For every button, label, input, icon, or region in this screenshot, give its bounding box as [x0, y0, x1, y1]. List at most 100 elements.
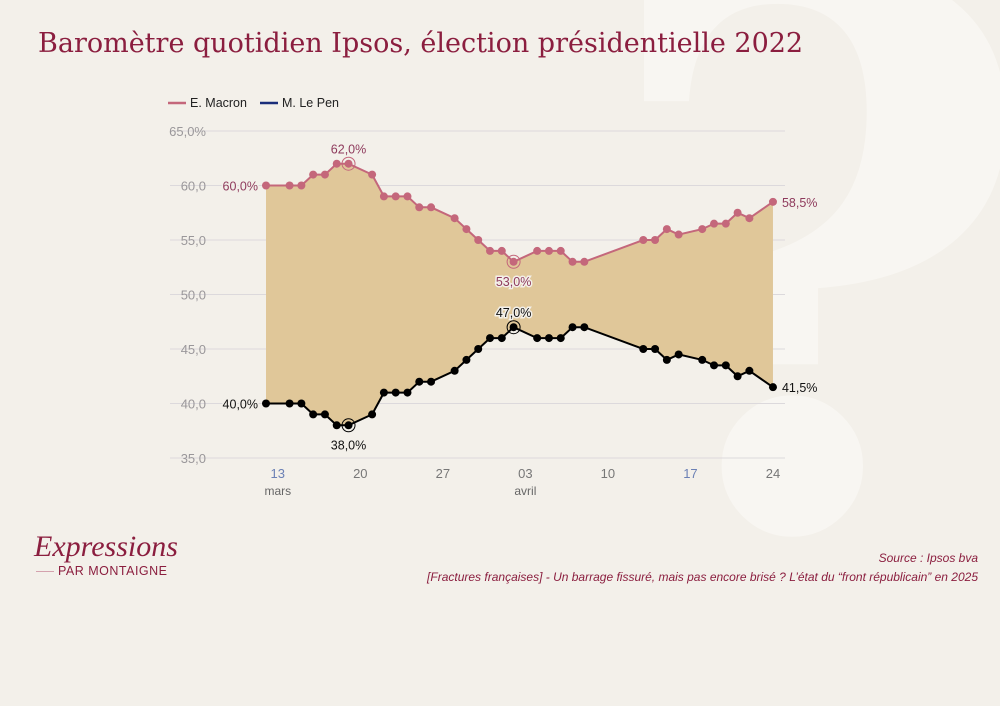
axes: 65,0% 60,0 55,0 50,0 45,0 40,0 35,0 13 mars 20 27 0… — [169, 124, 780, 498]
data-point — [721, 361, 730, 370]
x-tick-label: 20 — [353, 466, 367, 481]
x-tick-label: 24 — [766, 466, 780, 481]
data-point — [391, 192, 400, 201]
data-point — [379, 388, 388, 397]
data-point — [662, 355, 671, 364]
data-point — [332, 421, 341, 430]
data-point — [391, 388, 400, 397]
highlight-ring — [506, 254, 521, 269]
data-point — [486, 334, 495, 343]
data-label: 62,0% — [331, 143, 366, 157]
data-point — [297, 399, 306, 408]
data-point — [745, 214, 754, 223]
data-point — [285, 181, 294, 190]
series-lines — [262, 156, 777, 433]
data-point — [710, 361, 719, 370]
data-point — [320, 170, 329, 179]
area-between-series — [266, 163, 773, 426]
data-point — [474, 236, 483, 244]
data-point — [462, 225, 471, 234]
data-point — [556, 334, 565, 343]
logo-subtitle: PAR MONTAIGNE — [36, 564, 168, 578]
data-point — [674, 230, 683, 239]
data-point — [733, 372, 742, 381]
data-point — [450, 366, 459, 375]
data-point — [662, 225, 671, 234]
data-point — [568, 257, 577, 266]
data-point — [580, 257, 589, 266]
data-point — [368, 170, 377, 179]
data-point — [320, 410, 329, 419]
data-point — [486, 246, 495, 255]
x-tick-label: 13 — [271, 466, 285, 481]
data-label: 41,5% — [782, 381, 817, 395]
data-point — [544, 246, 553, 255]
data-point — [344, 159, 353, 168]
highlight-ring — [341, 418, 356, 433]
data-point — [403, 388, 412, 397]
data-point — [262, 181, 270, 190]
data-point — [568, 323, 577, 332]
data-point — [639, 236, 648, 244]
x-tick-label: 03 — [518, 466, 532, 481]
legend-label: M. Le Pen — [282, 96, 339, 110]
legend: E. Macron M. Le Pen — [168, 96, 339, 110]
data-point — [497, 334, 506, 343]
data-point — [509, 323, 518, 332]
data-label: 60,0% — [223, 180, 258, 194]
x-tick-label: 17 — [683, 466, 697, 481]
data-point — [309, 170, 318, 179]
data-point — [509, 257, 518, 266]
data-point — [580, 323, 589, 332]
data-point — [639, 345, 648, 353]
x-tick-label: 27 — [436, 466, 450, 481]
y-tick-label: 50,0 — [181, 288, 206, 303]
data-point — [309, 410, 318, 419]
data-point — [698, 225, 707, 234]
data-point — [427, 377, 436, 386]
y-tick-label: 55,0 — [181, 233, 206, 248]
data-point — [368, 410, 377, 419]
data-point — [403, 192, 412, 201]
data-point — [427, 203, 436, 212]
page-title: Baromètre quotidien Ipsos, élection prés… — [38, 28, 804, 59]
data-label: 53,0% — [496, 275, 531, 289]
data-point — [497, 246, 506, 255]
data-point — [733, 208, 742, 217]
data-point — [768, 197, 777, 206]
data-point — [450, 214, 459, 223]
line-chart: E. Macron M. Le Pen 65,0% 60,0 55,0 50,0 45,0… — [168, 96, 819, 498]
series-line-macron — [266, 162, 774, 263]
y-tick-label: 45,0 — [181, 342, 206, 357]
data-point — [698, 355, 707, 364]
data-point — [415, 203, 424, 212]
data-labels: 60,0% 62,0% 53,0% 58,5% 40,0% 38,0% 47,0% 41,5% — [221, 141, 819, 454]
data-label: 47,0% — [496, 306, 531, 320]
y-tick-label: 35,0 — [181, 451, 206, 466]
logo-sub-text: PAR MONTAIGNE — [58, 564, 168, 578]
x-tick-month: avril — [514, 484, 536, 498]
fill-between — [266, 163, 773, 426]
y-tick-label: 40,0 — [181, 397, 206, 412]
data-point — [651, 345, 660, 353]
data-point — [332, 159, 341, 168]
highlight-ring — [506, 320, 521, 335]
data-point — [379, 192, 388, 201]
data-point — [651, 236, 660, 244]
x-tick-label: 10 — [601, 466, 615, 481]
data-point — [415, 377, 424, 386]
logo-expressions: Expressions — [34, 530, 178, 563]
legend-label: E. Macron — [190, 96, 247, 110]
data-label: 38,0% — [331, 438, 366, 452]
series-line-le-pen — [266, 326, 774, 427]
data-point — [262, 399, 270, 408]
data-point — [533, 246, 542, 255]
y-tick-label: 65,0% — [169, 124, 206, 139]
source-text: Source : Ipsos bva — [878, 551, 978, 565]
y-tick-label: 60,0 — [181, 179, 206, 194]
data-point — [710, 219, 719, 228]
data-point — [544, 334, 553, 343]
data-point — [344, 421, 353, 430]
data-point — [285, 399, 294, 408]
data-point — [533, 334, 542, 343]
